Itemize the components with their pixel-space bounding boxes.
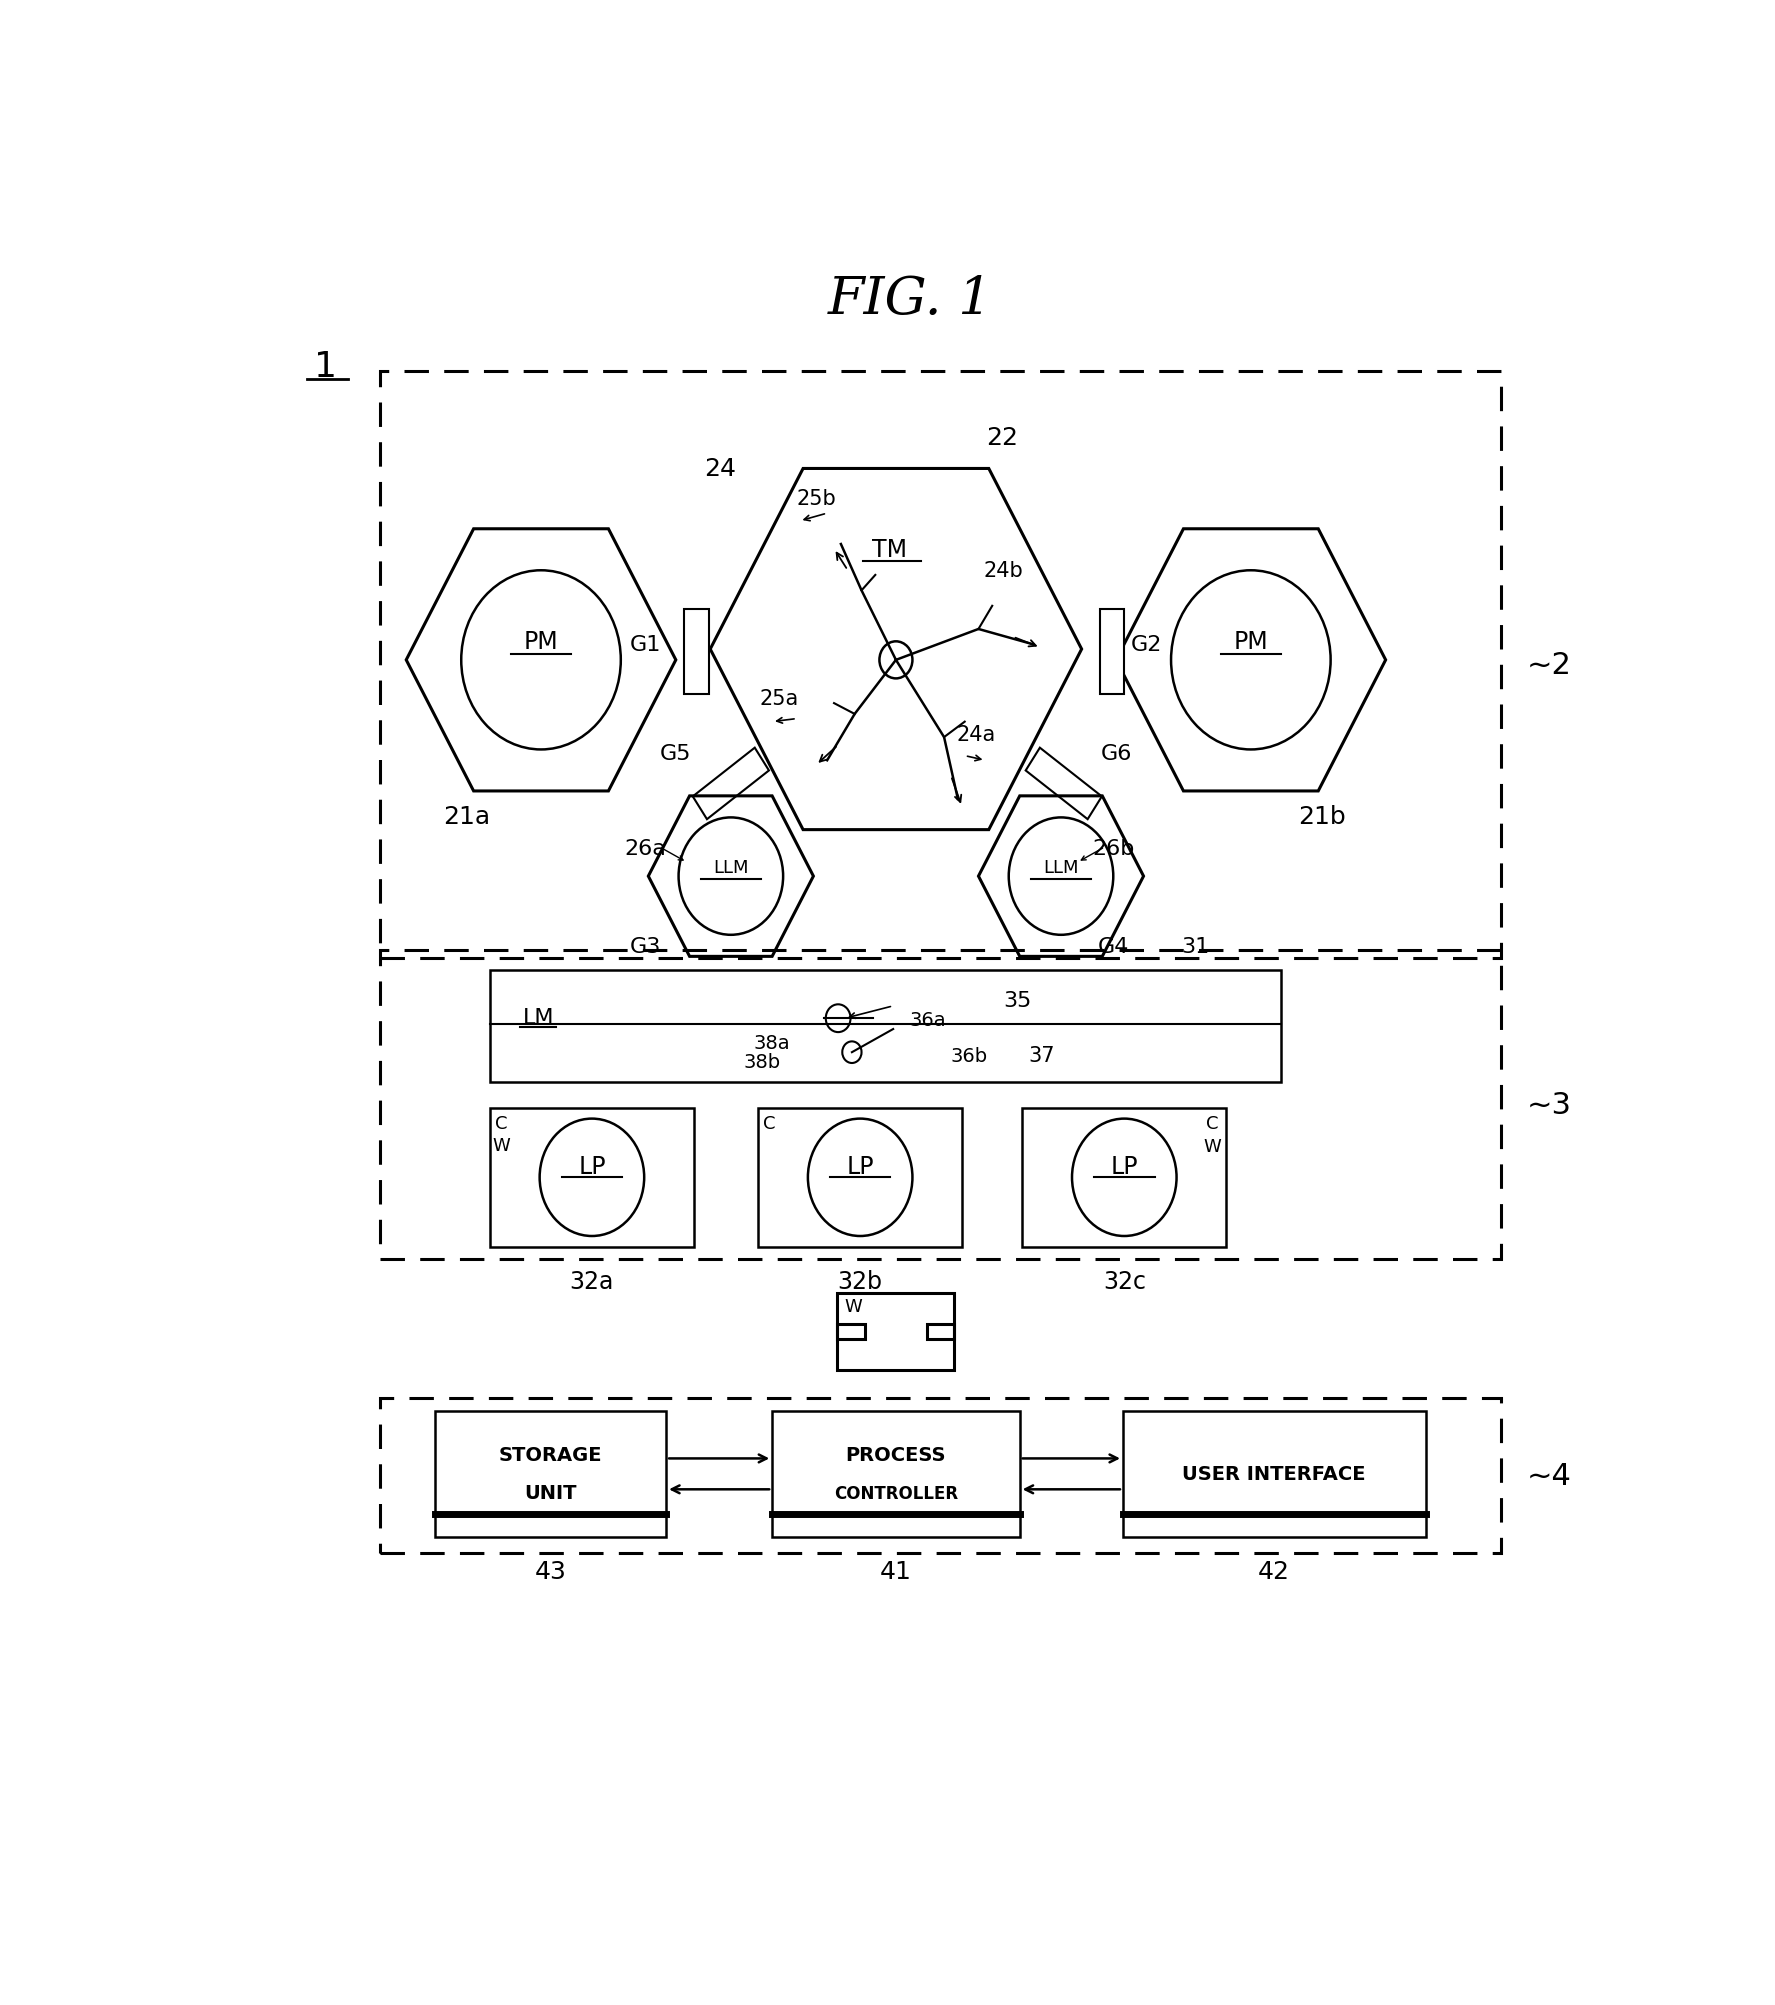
Text: 24b: 24b: [983, 561, 1022, 581]
Text: PM: PM: [524, 630, 559, 654]
Text: LLM: LLM: [1044, 858, 1079, 876]
Text: 32b: 32b: [838, 1269, 882, 1293]
Text: TM: TM: [872, 537, 907, 561]
Text: ~3: ~3: [1526, 1091, 1573, 1119]
Text: 38b: 38b: [744, 1053, 781, 1071]
Text: 42: 42: [1258, 1560, 1290, 1584]
Text: 22: 22: [985, 427, 1017, 451]
Bar: [683, 610, 708, 694]
Text: 37: 37: [1028, 1047, 1054, 1067]
Text: 26a: 26a: [625, 838, 666, 858]
Text: C: C: [1205, 1115, 1219, 1133]
Text: C: C: [763, 1115, 776, 1133]
Text: 35: 35: [1003, 990, 1031, 1011]
Text: ~2: ~2: [1526, 652, 1573, 680]
Text: STORAGE: STORAGE: [499, 1446, 602, 1464]
Text: 1: 1: [314, 351, 337, 385]
Text: W: W: [845, 1297, 863, 1315]
Text: USER INTERFACE: USER INTERFACE: [1182, 1464, 1367, 1484]
Text: G1: G1: [630, 636, 662, 656]
Text: ~4: ~4: [1526, 1462, 1573, 1490]
Text: 24: 24: [705, 457, 737, 481]
Text: 24a: 24a: [957, 724, 996, 744]
Text: G5: G5: [660, 744, 692, 764]
Text: G2: G2: [1131, 636, 1163, 656]
Text: 32a: 32a: [570, 1269, 614, 1293]
Text: PROCESS: PROCESS: [845, 1446, 946, 1464]
Bar: [692, 748, 769, 820]
Text: LP: LP: [847, 1155, 873, 1179]
Text: UNIT: UNIT: [524, 1484, 577, 1502]
Text: 26b: 26b: [1092, 838, 1134, 858]
Text: 21b: 21b: [1299, 804, 1345, 828]
Text: FIG. 1: FIG. 1: [827, 275, 992, 325]
Text: 41: 41: [880, 1560, 912, 1584]
Text: CONTROLLER: CONTROLLER: [834, 1484, 959, 1502]
Text: 31: 31: [1182, 936, 1211, 956]
Text: LLM: LLM: [714, 858, 749, 876]
Text: 43: 43: [534, 1560, 566, 1584]
Text: LM: LM: [522, 1007, 554, 1027]
Text: W: W: [492, 1137, 509, 1155]
Text: 25b: 25b: [797, 489, 836, 509]
Text: 25a: 25a: [760, 690, 799, 710]
Text: G6: G6: [1100, 744, 1132, 764]
Text: PM: PM: [1234, 630, 1267, 654]
Text: 21a: 21a: [444, 804, 490, 828]
Text: LP: LP: [579, 1155, 605, 1179]
Bar: [1026, 748, 1102, 820]
Text: C: C: [495, 1115, 508, 1133]
Text: 38a: 38a: [754, 1035, 790, 1053]
Bar: [1099, 610, 1124, 694]
Text: 36b: 36b: [950, 1047, 987, 1065]
Text: W: W: [1203, 1139, 1221, 1155]
Text: G4: G4: [1097, 936, 1129, 956]
Text: LP: LP: [1111, 1155, 1138, 1179]
Text: 32c: 32c: [1102, 1269, 1147, 1293]
Text: G3: G3: [630, 936, 662, 956]
Text: 36a: 36a: [909, 1011, 946, 1031]
